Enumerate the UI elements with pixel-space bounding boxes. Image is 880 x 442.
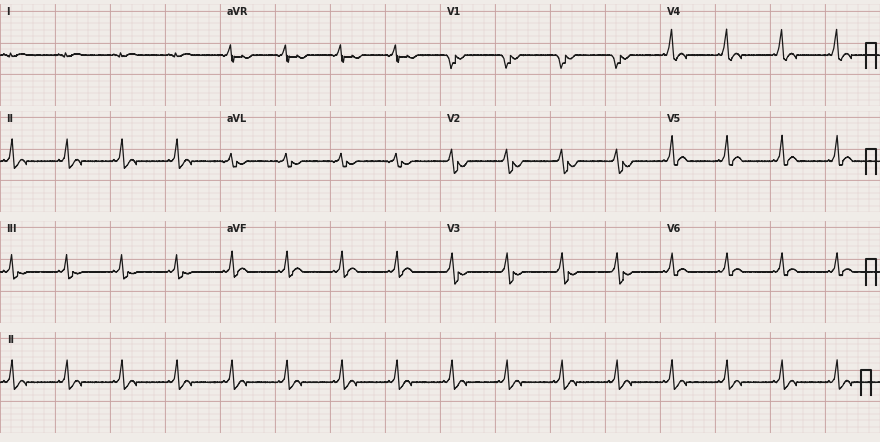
Text: V4: V4 [667,8,681,18]
Text: aVF: aVF [227,224,247,234]
Text: aVL: aVL [227,114,247,124]
Text: V2: V2 [447,114,461,124]
Text: V1: V1 [447,8,461,18]
Text: aVR: aVR [227,8,248,18]
Text: V5: V5 [667,114,681,124]
Text: III: III [7,224,17,234]
Text: V6: V6 [667,224,681,234]
Text: V3: V3 [447,224,461,234]
Text: II: II [7,114,13,124]
Text: II: II [7,335,14,345]
Text: I: I [7,8,10,18]
